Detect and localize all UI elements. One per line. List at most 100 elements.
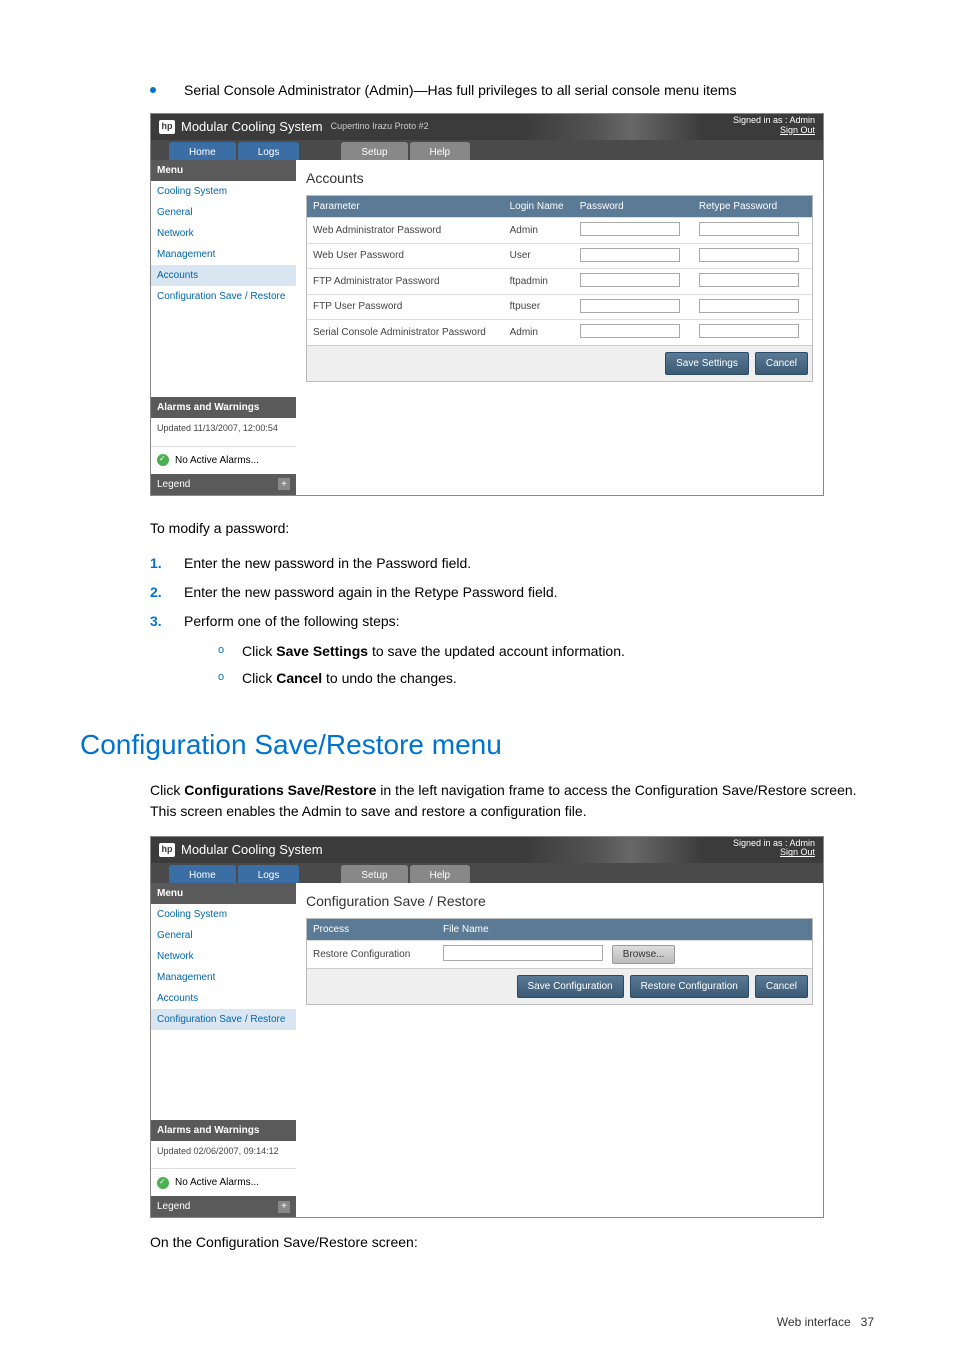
sign-out-link[interactable]: Sign Out — [780, 125, 815, 135]
col-parameter: Parameter — [307, 196, 504, 218]
accounts-screenshot: hp Modular Cooling System Cupertino Iraz… — [150, 113, 824, 496]
restore-configuration-button[interactable]: Restore Configuration — [630, 975, 749, 998]
footer-page: 37 — [861, 1315, 874, 1329]
sidebar-item-config[interactable]: Configuration Save / Restore — [151, 1009, 296, 1030]
substeps-list: Click Save Settings to save the updated … — [218, 638, 874, 692]
accounts-table: Parameter Login Name Password Retype Pas… — [307, 196, 812, 345]
substep-b-bold: Cancel — [276, 670, 322, 686]
session-info: Signed in as : Admin Sign Out — [733, 839, 815, 859]
app-topbar: hp Modular Cooling System Cupertino Iraz… — [151, 114, 823, 140]
step-1: Enter the new password in the Password f… — [150, 549, 874, 578]
retype-password-input[interactable] — [699, 299, 799, 313]
hp-logo-icon: hp — [159, 843, 175, 857]
save-configuration-button[interactable]: Save Configuration — [517, 975, 624, 998]
tab-home[interactable]: Home — [169, 865, 236, 883]
expand-icon[interactable]: + — [278, 478, 290, 490]
tab-setup[interactable]: Setup — [341, 142, 407, 160]
retype-cell — [693, 320, 812, 345]
table-row: FTP Administrator Passwordftpadmin — [307, 269, 812, 295]
legend-bar[interactable]: Legend + — [151, 474, 296, 495]
param-cell: Serial Console Administrator Password — [307, 320, 504, 345]
sidebar-item-general[interactable]: General — [151, 925, 296, 946]
substep-b: Click Cancel to undo the changes. — [218, 665, 874, 692]
alarms-updated: Updated 02/06/2007, 09:14:12 — [151, 1141, 296, 1163]
tab-bar: Home Logs Setup Help — [151, 140, 823, 160]
sidebar-item-management[interactable]: Management — [151, 244, 296, 265]
password-input[interactable] — [580, 248, 680, 262]
tab-help[interactable]: Help — [410, 865, 471, 883]
panel-title: Configuration Save / Restore — [306, 891, 813, 912]
tab-logs[interactable]: Logs — [238, 142, 300, 160]
login-cell: Admin — [504, 218, 574, 244]
password-input[interactable] — [580, 222, 680, 236]
sidebar-item-cooling[interactable]: Cooling System — [151, 181, 296, 202]
param-cell: FTP User Password — [307, 294, 504, 320]
browse-button[interactable]: Browse... — [612, 945, 676, 964]
alarms-status-row: No Active Alarms... — [151, 446, 296, 474]
header-graphic — [523, 837, 703, 863]
expand-icon[interactable]: + — [278, 1201, 290, 1213]
cancel-button[interactable]: Cancel — [755, 352, 808, 375]
filename-cell: Browse... — [437, 940, 812, 968]
sidebar-item-network[interactable]: Network — [151, 223, 296, 244]
param-cell: Web User Password — [307, 243, 504, 269]
main-panel: Accounts Parameter Login Name Password R… — [296, 160, 823, 495]
sidebar: Menu Cooling System General Network Mana… — [151, 883, 296, 1218]
step-3: Perform one of the following steps: Clic… — [150, 607, 874, 696]
retype-password-input[interactable] — [699, 324, 799, 338]
tab-home[interactable]: Home — [169, 142, 236, 160]
retype-password-input[interactable] — [699, 248, 799, 262]
sidebar-item-general[interactable]: General — [151, 202, 296, 223]
filename-input[interactable] — [443, 945, 603, 961]
password-input[interactable] — [580, 299, 680, 313]
password-cell — [574, 320, 693, 345]
closing-line: On the Configuration Save/Restore screen… — [150, 1232, 874, 1253]
retype-password-input[interactable] — [699, 273, 799, 287]
sidebar-menu-header: Menu — [151, 160, 296, 181]
app-title: Modular Cooling System — [181, 840, 323, 860]
sidebar-item-management[interactable]: Management — [151, 967, 296, 988]
sidebar-item-cooling[interactable]: Cooling System — [151, 904, 296, 925]
substep-a-bold: Save Settings — [276, 643, 368, 659]
login-cell: User — [504, 243, 574, 269]
section-para-pre: Click — [150, 782, 184, 798]
tab-help[interactable]: Help — [410, 142, 471, 160]
param-cell: Web Administrator Password — [307, 218, 504, 244]
alarms-status-row: No Active Alarms... — [151, 1168, 296, 1196]
col-password: Password — [574, 196, 693, 218]
password-input[interactable] — [580, 273, 680, 287]
tab-setup[interactable]: Setup — [341, 865, 407, 883]
substep-b-post: to undo the changes. — [322, 670, 457, 686]
legend-bar[interactable]: Legend + — [151, 1196, 296, 1217]
password-cell — [574, 294, 693, 320]
sidebar-item-accounts[interactable]: Accounts — [151, 988, 296, 1009]
substep-b-pre: Click — [242, 670, 276, 686]
cancel-button[interactable]: Cancel — [755, 975, 808, 998]
header-graphic — [523, 114, 703, 140]
tab-logs[interactable]: Logs — [238, 865, 300, 883]
button-row: Save Settings Cancel — [307, 345, 812, 381]
password-input[interactable] — [580, 324, 680, 338]
col-login: Login Name — [504, 196, 574, 218]
retype-password-input[interactable] — [699, 222, 799, 236]
legend-label: Legend — [157, 1199, 190, 1214]
substep-a-post: to save the updated account information. — [368, 643, 625, 659]
save-settings-button[interactable]: Save Settings — [665, 352, 749, 375]
sidebar-menu-header: Menu — [151, 883, 296, 904]
sign-out-link[interactable]: Sign Out — [780, 847, 815, 857]
sidebar-alarms-header: Alarms and Warnings — [151, 1120, 296, 1141]
retype-cell — [693, 294, 812, 320]
sidebar-item-accounts[interactable]: Accounts — [151, 265, 296, 286]
button-row: Save Configuration Restore Configuration… — [307, 968, 812, 1004]
bullet-icon — [150, 87, 156, 93]
substep-a: Click Save Settings to save the updated … — [218, 638, 874, 665]
table-row: Serial Console Administrator PasswordAdm… — [307, 320, 812, 345]
step-2: Enter the new password again in the Rety… — [150, 578, 874, 607]
section-para-bold: Configurations Save/Restore — [184, 782, 376, 798]
retype-cell — [693, 269, 812, 295]
table-row: Web User PasswordUser — [307, 243, 812, 269]
sidebar-item-network[interactable]: Network — [151, 946, 296, 967]
intro-bullet-text: Serial Console Administrator (Admin)—Has… — [184, 80, 874, 101]
sidebar-item-config[interactable]: Configuration Save / Restore — [151, 286, 296, 307]
step-3-text: Perform one of the following steps: — [184, 613, 400, 629]
